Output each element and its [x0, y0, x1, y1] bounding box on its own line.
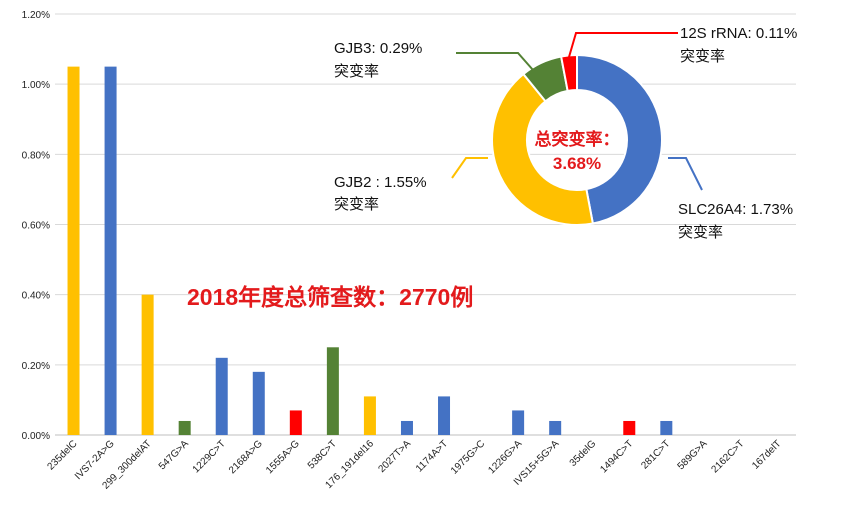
- y-tick-label: 1.20%: [22, 10, 50, 21]
- x-tick-label: 2162C>T: [709, 438, 746, 475]
- pie-label-gjb3: GJB3: 0.29%: [334, 40, 422, 57]
- pie-leader-lines: [451, 32, 703, 191]
- bar: [104, 66, 117, 435]
- y-tick-label: 0.20%: [22, 361, 50, 372]
- x-tick-label: 1494C>T: [598, 438, 635, 475]
- pie-slice: [491, 72, 595, 226]
- pie-label-gjb2: GJB2 : 1.55%: [334, 174, 427, 191]
- donut-center-title: 总突变率：: [535, 129, 620, 149]
- bar: [67, 66, 80, 435]
- x-tick-label: 235delC: [46, 438, 80, 472]
- gridlines: [55, 13, 796, 436]
- pie-label-slc26a4-sub: 突变率: [678, 224, 723, 241]
- leader-line: [568, 32, 678, 58]
- y-tick-label: 0.60%: [22, 221, 50, 232]
- total-screened-annotation: 2018年度总筛查数：2770例: [187, 284, 473, 310]
- bar: [623, 420, 636, 435]
- bar: [549, 420, 562, 435]
- bar: [400, 420, 413, 435]
- pie-label-12s-rrna: 12S rRNA: 0.11%: [680, 25, 797, 42]
- y-tick-label: 0.00%: [22, 431, 50, 442]
- x-tick-label: 2168A>G: [227, 438, 265, 476]
- pie-label-gjb2-sub: 突变率: [334, 196, 379, 213]
- y-tick-label: 0.40%: [22, 291, 50, 302]
- bar: [660, 420, 673, 435]
- leader-line: [456, 52, 534, 71]
- pie-slice: [559, 53, 578, 93]
- pie-label-slc26a4: SLC26A4: 1.73%: [678, 201, 793, 218]
- y-axis-ticks: 0.00% 0.20% 0.40% 0.60% 0.80% 1.00% 1.20%: [22, 10, 50, 442]
- x-tick-label: 1174A>T: [414, 438, 450, 474]
- x-tick-label: 1229C>T: [191, 438, 228, 475]
- y-tick-label: 0.80%: [22, 150, 50, 161]
- pie-label-gjb3-sub: 突变率: [334, 63, 379, 80]
- donut-chart: [491, 53, 663, 226]
- pie-slice: [576, 53, 663, 225]
- x-tick-label: 1555A>G: [264, 438, 302, 476]
- donut-center-value: 3.68%: [553, 154, 601, 173]
- bar: [252, 371, 265, 435]
- bar: [438, 396, 451, 435]
- bar: [512, 410, 525, 435]
- bar: [215, 357, 228, 435]
- x-tick-label: 167delT: [750, 438, 783, 471]
- bar: [178, 420, 191, 435]
- pie-label-12s-rrna-sub: 突变率: [680, 48, 725, 65]
- bar: [141, 294, 154, 435]
- leader-line: [668, 157, 703, 191]
- x-tick-label: 589G>A: [676, 438, 710, 472]
- x-tick-label: 547G>A: [157, 438, 191, 472]
- x-tick-label: 1975G>C: [449, 438, 487, 476]
- leader-line: [451, 157, 488, 179]
- x-tick-label: 2027T>A: [376, 438, 413, 475]
- x-tick-label: 1226G>A: [486, 438, 524, 476]
- x-tick-label: 538C>T: [306, 438, 339, 471]
- x-tick-label: 281C>T: [639, 438, 672, 471]
- bars: [67, 66, 673, 435]
- bar: [363, 396, 376, 435]
- x-tick-label: 35delG: [568, 438, 599, 469]
- bar: [326, 347, 339, 435]
- y-tick-label: 1.00%: [22, 80, 50, 91]
- bar: [289, 410, 302, 435]
